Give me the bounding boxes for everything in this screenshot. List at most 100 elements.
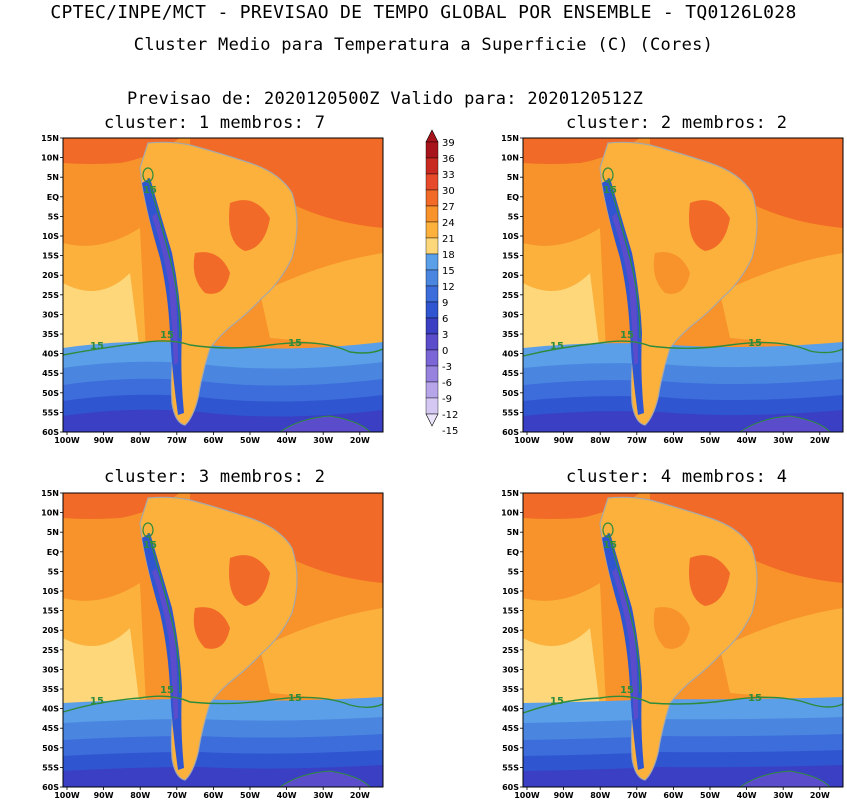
lat-tick-label: 25S bbox=[42, 291, 59, 300]
map-panel-cluster-3: 15 15 15 15 15N 10N 5N EQ 5S 10S 15S 20S 25S 30S 35S 40… bbox=[41, 489, 384, 800]
contour-label-15: 15 bbox=[90, 696, 104, 707]
lon-tick-label: 20W bbox=[350, 791, 370, 800]
lon-tick-label: 70W bbox=[627, 791, 647, 800]
lat-tick-label: 55S bbox=[42, 763, 59, 772]
lat-tick-label: 10N bbox=[41, 154, 59, 163]
lat-tick-label: 5N bbox=[507, 173, 519, 182]
lat-tick-label: 10N bbox=[501, 509, 519, 518]
colorbar-segment bbox=[425, 269, 439, 287]
lat-tick-label: EQ bbox=[507, 193, 519, 202]
lon-tick-label: 40W bbox=[277, 791, 297, 800]
lat-tick-label: 15S bbox=[502, 252, 519, 261]
colorbar-label: 6 bbox=[442, 314, 448, 325]
colorbar-min-arrow bbox=[425, 413, 439, 427]
colorbar-segment bbox=[425, 141, 439, 159]
lat-tick-label: 40S bbox=[42, 705, 59, 714]
colorbar-label: 9 bbox=[442, 298, 448, 309]
panel-title-3: cluster: 3 membros: 2 bbox=[104, 467, 326, 487]
colorbar-label: 36 bbox=[442, 154, 455, 165]
lat-tick-label: 15S bbox=[42, 252, 59, 261]
colorbar-label: 24 bbox=[442, 218, 455, 229]
lon-tick-label: 90W bbox=[94, 436, 114, 445]
lat-tick-label: 5N bbox=[507, 528, 519, 537]
lon-tick-label: 100W bbox=[54, 791, 80, 800]
lat-tick-label: 55S bbox=[502, 408, 519, 417]
map-frame bbox=[522, 492, 844, 788]
temperature-field bbox=[63, 493, 383, 787]
lat-tick-label: 40S bbox=[42, 350, 59, 359]
contour-15-line bbox=[62, 695, 384, 713]
contour-label-15: 15 bbox=[288, 338, 302, 349]
lat-tick-label: 10N bbox=[501, 154, 519, 163]
lon-tick-label: 40W bbox=[737, 791, 757, 800]
contour-label-15: 15 bbox=[288, 693, 302, 704]
contour-label-15: 15 bbox=[143, 185, 157, 196]
lon-tick-label: 100W bbox=[514, 436, 540, 445]
lat-tick-label: 40S bbox=[502, 705, 519, 714]
colorbar-segment bbox=[425, 253, 439, 271]
forecast-line: Previsao de: 2020120500Z Valido para: 20… bbox=[127, 89, 644, 109]
contour-label-15: 15 bbox=[143, 540, 157, 551]
lat-tick-label: 30S bbox=[502, 310, 519, 319]
lon-tick-label: 30W bbox=[773, 791, 793, 800]
lon-tick-label: 100W bbox=[54, 436, 80, 445]
lon-tick-label: 40W bbox=[277, 436, 297, 445]
lon-tick-label: 70W bbox=[167, 436, 187, 445]
page-subtitle: Cluster Medio para Temperatura a Superfi… bbox=[133, 35, 714, 55]
lat-tick-label: 5S bbox=[508, 567, 520, 576]
colorbar-label: 0 bbox=[442, 346, 448, 357]
lat-tick-label: 45S bbox=[502, 724, 519, 733]
colorbar-segment bbox=[425, 205, 439, 223]
lat-tick-label: 10N bbox=[41, 509, 59, 518]
contour-label-15: 15 bbox=[550, 341, 564, 352]
lat-tick-label: 15N bbox=[41, 134, 59, 143]
page-title: CPTEC/INPE/MCT - PREVISAO DE TEMPO GLOBA… bbox=[50, 2, 797, 23]
colorbar-segment bbox=[425, 349, 439, 367]
lon-tick-label: 60W bbox=[663, 436, 683, 445]
colorbar-label: 33 bbox=[442, 170, 455, 181]
lat-tick-label: 5S bbox=[508, 212, 520, 221]
colorbar-max-arrow bbox=[425, 129, 439, 143]
lat-tick-label: 15N bbox=[501, 134, 519, 143]
lat-tick-label: 15N bbox=[41, 489, 59, 498]
lat-tick-label: 35S bbox=[502, 685, 519, 694]
panel-title-4: cluster: 4 membros: 4 bbox=[566, 467, 788, 487]
lat-tick-label: 60S bbox=[502, 428, 519, 437]
lon-tick-label: 60W bbox=[203, 791, 223, 800]
lon-tick-label: 50W bbox=[700, 791, 720, 800]
colorbar-segment bbox=[425, 285, 439, 303]
contour-label-15: 15 bbox=[748, 693, 762, 704]
lat-tick-label: 20S bbox=[42, 271, 59, 280]
lon-tick-label: 100W bbox=[514, 791, 540, 800]
map-panel-cluster-4: 15 15 15 15 15N 10N 5N EQ 5S 10S 15S 20S 25S 30S 35S 40… bbox=[501, 489, 844, 800]
lat-tick-label: 25S bbox=[502, 646, 519, 655]
lon-tick-label: 90W bbox=[554, 791, 574, 800]
lon-tick-label: 90W bbox=[94, 791, 114, 800]
contour-15-line bbox=[522, 340, 844, 357]
lon-tick-label: 60W bbox=[663, 791, 683, 800]
lon-tick-label: 40W bbox=[737, 436, 757, 445]
lat-tick-label: 50S bbox=[42, 744, 59, 753]
lon-tick-label: 20W bbox=[350, 436, 370, 445]
lat-tick-label: 40S bbox=[502, 350, 519, 359]
map-frame bbox=[522, 137, 844, 433]
contour-15-line bbox=[522, 695, 844, 714]
contour-label-15: 15 bbox=[748, 338, 762, 349]
lat-tick-label: 60S bbox=[502, 783, 519, 792]
colorbar-segment bbox=[425, 237, 439, 255]
lat-tick-label: 15N bbox=[501, 489, 519, 498]
lat-tick-label: 15S bbox=[502, 607, 519, 616]
colorbar-label: 30 bbox=[442, 186, 455, 197]
lat-tick-label: 5N bbox=[47, 528, 59, 537]
lat-tick-label: 5N bbox=[47, 173, 59, 182]
lat-tick-label: 50S bbox=[502, 389, 519, 398]
lat-tick-label: 5S bbox=[48, 212, 60, 221]
lat-tick-label: 45S bbox=[42, 369, 59, 378]
lon-tick-label: 50W bbox=[240, 436, 260, 445]
map-panel-cluster-1: 15 15 15 15 15N 10N 5N EQ 5S 10S 15S 20S 25S 30S 35S 40… bbox=[41, 134, 384, 445]
lat-tick-label: 35S bbox=[502, 330, 519, 339]
lat-tick-label: 20S bbox=[502, 271, 519, 280]
lon-tick-label: 30W bbox=[313, 791, 333, 800]
panel-title-1: cluster: 1 membros: 7 bbox=[104, 113, 326, 133]
